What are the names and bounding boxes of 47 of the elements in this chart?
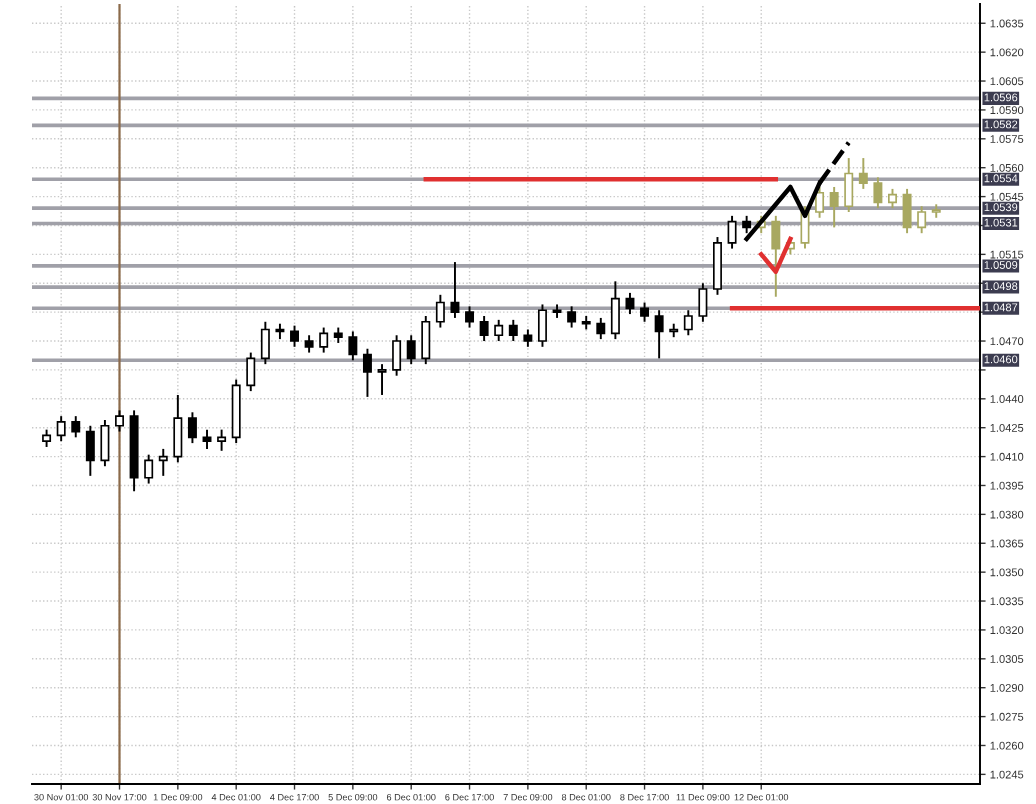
candlestick [567, 305, 577, 329]
candlestick [290, 324, 300, 348]
candlestick [85, 424, 95, 477]
candlestick [479, 315, 489, 343]
candlestick [362, 347, 372, 398]
candlestick [873, 176, 883, 210]
candlestick [771, 214, 781, 298]
candlestick [56, 415, 66, 443]
candlestick [917, 205, 927, 235]
candlestick [435, 293, 445, 329]
candlestick [158, 447, 168, 477]
candlestick [610, 280, 620, 341]
candlestick [727, 214, 737, 250]
candlestick [465, 305, 475, 329]
candlestick [640, 301, 650, 323]
candlestick [698, 282, 708, 323]
candlestick [625, 291, 635, 316]
candlestick [187, 411, 197, 445]
candlestick [144, 453, 154, 485]
candlestick [858, 157, 868, 190]
candlestick [902, 187, 912, 235]
candlestick [537, 303, 547, 348]
candlestick [815, 185, 825, 219]
candlestick [508, 318, 518, 343]
candlestick [115, 409, 124, 433]
candlestick [450, 261, 460, 319]
candlestick [319, 326, 329, 354]
candlestick [100, 419, 110, 468]
candlestick [421, 315, 431, 366]
candlestick [494, 318, 504, 343]
candlestick [246, 351, 256, 393]
candlestick [202, 428, 212, 450]
candlestick [71, 415, 81, 439]
candlestick [829, 185, 839, 229]
candlestick [654, 309, 664, 360]
candlestick [844, 157, 854, 213]
candlestick [260, 320, 270, 366]
candlestick [392, 334, 402, 377]
candlestick [217, 428, 227, 452]
candlestick [377, 363, 387, 396]
candlestick [406, 334, 416, 366]
candlestick [888, 187, 897, 210]
candlestick [683, 309, 693, 337]
candlestick [348, 330, 358, 362]
candlestick [596, 316, 606, 341]
candlestick [712, 236, 722, 296]
candlestick [173, 393, 183, 464]
